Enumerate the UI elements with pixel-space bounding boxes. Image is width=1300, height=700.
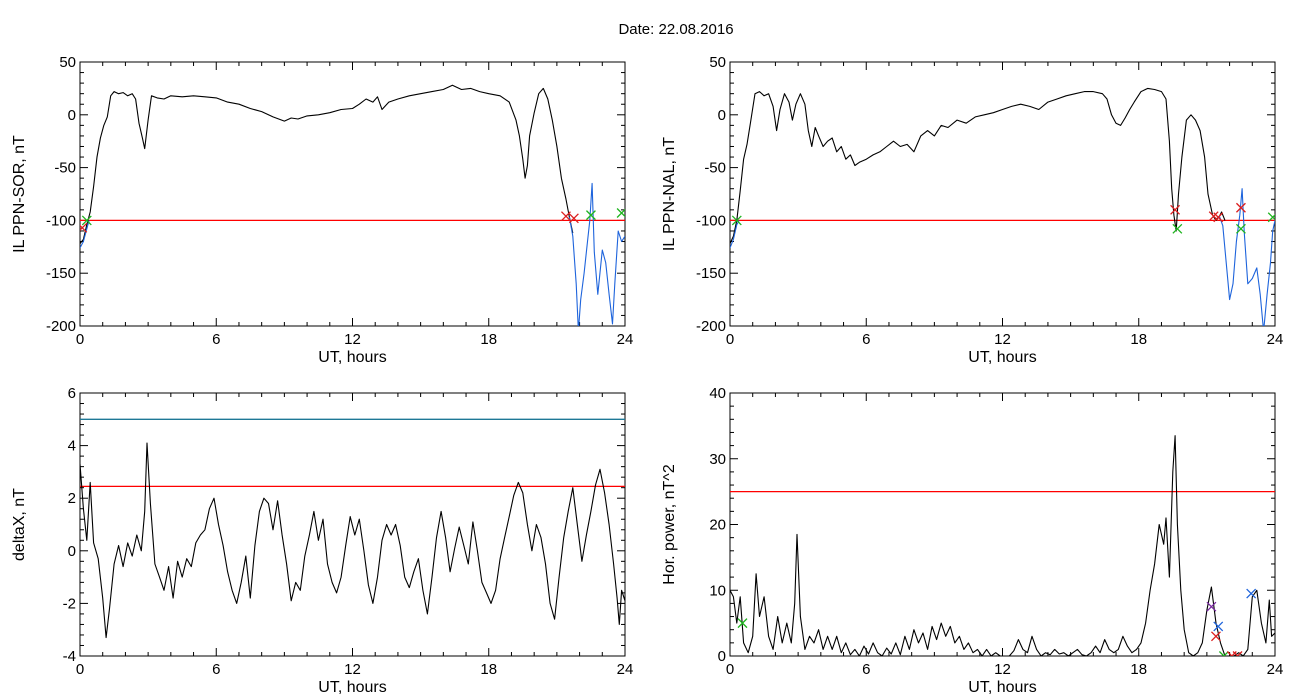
y-tick-label: 0: [718, 107, 726, 124]
plot-frame: [79, 61, 626, 327]
x-tick-label: 6: [862, 661, 870, 678]
x-tick-label: 6: [212, 661, 220, 678]
event-marker: [1206, 601, 1217, 612]
event-marker: [1170, 204, 1181, 215]
figure-date-title: Date: 22.08.2016: [618, 21, 733, 38]
event-marker: [1235, 202, 1246, 213]
y-tick-label: -200: [696, 318, 726, 335]
x-tick-label: 6: [212, 331, 220, 348]
x-tick-label: 12: [994, 331, 1011, 348]
panel-il-ppn-sor: 0 6 12 18 24 -200 -150 -100 -50 0 50 UT, hours IL PP…: [11, 54, 633, 366]
y-tick-label: -50: [54, 160, 76, 177]
x-axis-label: UT, hours: [968, 679, 1036, 696]
event-marker: [80, 222, 88, 233]
panel-hor-power: 0 6 12 18 24 0 10 20 30 40 UT, hours Hor. power, nT…: [661, 385, 1283, 696]
x-tick-label: 18: [1130, 661, 1147, 678]
event-marker: [1267, 212, 1275, 223]
event-marker: [616, 208, 625, 218]
y-tick-label: 0: [718, 648, 726, 665]
series-line: [730, 220, 740, 249]
x-axis-label: UT, hours: [318, 349, 386, 366]
y-tick-label: -4: [63, 648, 76, 665]
event-marker: [1218, 651, 1229, 656]
series-line: [80, 442, 625, 639]
event-marker: [81, 215, 92, 226]
y-tick-label: 40: [709, 385, 726, 402]
x-tick-label: 0: [726, 331, 734, 348]
plot-data-area: [80, 84, 625, 326]
y-tick-label: 6: [68, 385, 76, 402]
y-tick-label: 50: [59, 54, 76, 71]
x-tick-label: 24: [617, 331, 634, 348]
plot-data-area: [730, 87, 1275, 326]
y-tick-label: -150: [696, 265, 726, 282]
event-marker: [1213, 212, 1224, 223]
y-axis-label: deltaX, nT: [11, 488, 28, 561]
y-tick-label: 10: [709, 582, 726, 599]
x-tick-label: 0: [726, 661, 734, 678]
x-tick-label: 18: [1130, 331, 1147, 348]
plot-data-area: [80, 418, 625, 639]
plot-frame: [729, 61, 1276, 327]
y-tick-label: -50: [704, 160, 726, 177]
x-axis-label: UT, hours: [318, 679, 386, 696]
event-marker: [1235, 223, 1246, 234]
series-line: [80, 84, 574, 244]
y-tick-label: -2: [63, 595, 76, 612]
series-line: [730, 435, 1275, 656]
x-tick-label: 24: [617, 661, 634, 678]
y-tick-label: 50: [709, 54, 726, 71]
event-marker: [1246, 588, 1257, 599]
panel-il-ppn-nal: 0 6 12 18 24 -200 -150 -100 -50 0 50 UT, hours IL PP…: [661, 54, 1283, 366]
x-tick-label: 18: [480, 331, 497, 348]
x-tick-label: 0: [76, 661, 84, 678]
y-tick-label: -150: [46, 265, 76, 282]
x-tick-label: 24: [1267, 661, 1284, 678]
x-tick-label: 12: [344, 661, 361, 678]
y-tick-label: -200: [46, 318, 76, 335]
x-tick-label: 18: [480, 661, 497, 678]
event-marker: [560, 211, 571, 222]
event-marker: [1213, 621, 1224, 632]
y-axis-label: IL PPN-NAL, nT: [661, 137, 678, 251]
event-marker: [1172, 223, 1183, 234]
y-tick-label: 0: [68, 107, 76, 124]
x-axis-label: UT, hours: [968, 349, 1036, 366]
event-marker: [731, 215, 742, 226]
plot-data-area: [730, 435, 1275, 656]
x-tick-label: 0: [76, 331, 84, 348]
y-tick-label: 0: [68, 543, 76, 560]
series-line: [730, 87, 1226, 244]
y-tick-label: 30: [709, 451, 726, 468]
series-line: [1218, 188, 1275, 326]
y-tick-label: -100: [46, 212, 76, 229]
series-line: [568, 182, 625, 326]
y-tick-label: 4: [68, 438, 76, 455]
plot-frame: [729, 392, 1276, 657]
y-tick-label: 2: [68, 490, 76, 507]
event-marker: [1232, 651, 1243, 656]
x-tick-label: 12: [344, 331, 361, 348]
event-marker: [585, 210, 596, 221]
y-axis-label: Hor. power, nT^2: [661, 464, 678, 585]
series-line: [80, 220, 90, 249]
x-tick-label: 12: [994, 661, 1011, 678]
x-tick-label: 6: [862, 331, 870, 348]
event-marker: [1211, 631, 1221, 642]
event-marker: [737, 618, 748, 629]
event-marker: [568, 213, 579, 224]
y-tick-label: -100: [696, 212, 726, 229]
x-tick-label: 24: [1267, 331, 1284, 348]
y-axis-label: IL PPN-SOR, nT: [11, 135, 28, 253]
y-tick-label: 20: [709, 517, 726, 534]
